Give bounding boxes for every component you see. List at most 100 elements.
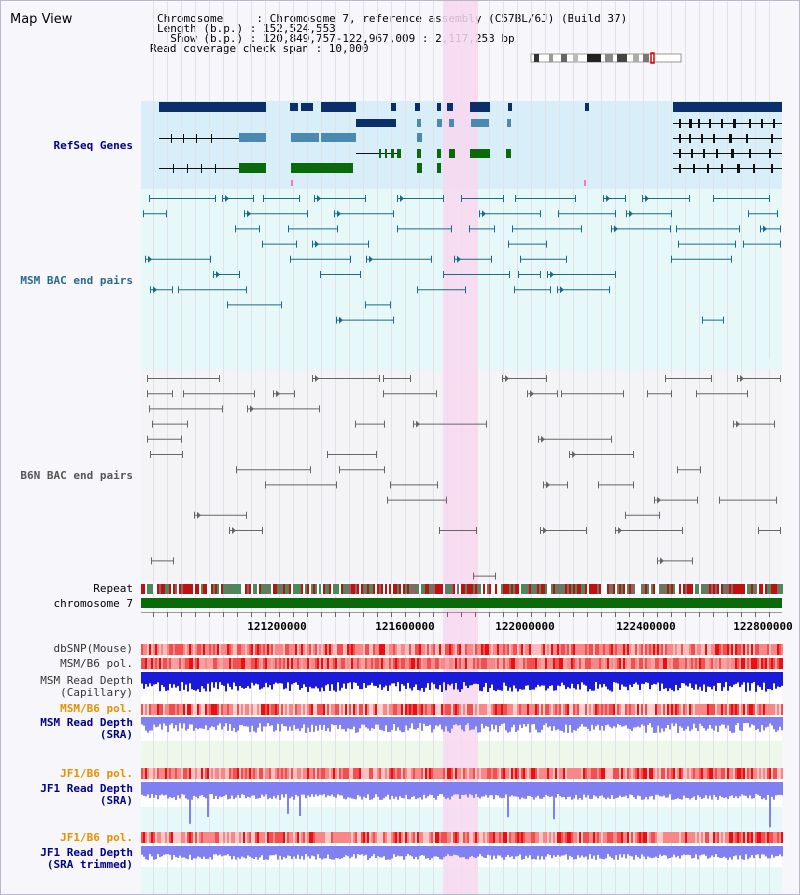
msm-b6-pol-heat-cell bbox=[591, 658, 593, 669]
jf1-sra-depth-bar bbox=[439, 782, 441, 795]
jf1-b6-pol2-heat-cell bbox=[631, 832, 633, 843]
msm-b6-pol2-heat-cell bbox=[627, 704, 629, 715]
jf1-trim-depth-bar bbox=[587, 846, 589, 860]
dbsnp-heat-cell bbox=[445, 644, 447, 655]
repeat-mark bbox=[585, 584, 587, 594]
jf1-trim-depth-bar bbox=[771, 846, 773, 855]
msm-sra-depth-bar bbox=[263, 717, 265, 727]
repeat-mark bbox=[363, 584, 365, 594]
msm-b6-pol-heat-cell bbox=[689, 658, 691, 669]
msm-b6-pol2-heat-cell bbox=[741, 704, 743, 715]
msm-b6-pol2-heat-cell bbox=[761, 704, 763, 715]
dbsnp-heat-cell bbox=[493, 644, 495, 655]
msm-b6-pol2-heat-cell bbox=[237, 704, 239, 715]
msm-b6-pol2-heat-cell bbox=[647, 704, 649, 715]
dbsnp-heat-cell bbox=[541, 644, 543, 655]
msm-sra-depth-bar bbox=[243, 717, 245, 727]
msm-b6-pol-heat-cell bbox=[439, 658, 441, 669]
repeat-mark bbox=[167, 584, 169, 594]
jf1-b6-pol2-heat-cell bbox=[311, 832, 313, 843]
jf1-trim-depth-bar bbox=[435, 846, 437, 857]
jf1-trim-depth-bar bbox=[667, 846, 669, 859]
jf1-trim-depth-bar bbox=[423, 846, 425, 856]
jf1-b6-pol-heat-cell bbox=[515, 768, 517, 779]
msm-b6-pol-heat-cell bbox=[645, 658, 647, 669]
msm-capillary-depth-bar bbox=[451, 672, 453, 684]
jf1-b6-pol2-heat-cell bbox=[741, 832, 743, 843]
msm-capillary-depth-bar bbox=[155, 672, 157, 685]
refseq-gene-exon bbox=[769, 149, 771, 158]
msm-b6-pol2-heat-cell bbox=[709, 704, 711, 715]
repeat-mark bbox=[471, 584, 473, 594]
jf1-sra-depth-bar bbox=[159, 782, 161, 796]
jf1-b6-pol-heat-cell bbox=[367, 768, 369, 779]
refseq-gene-exon bbox=[691, 149, 693, 158]
dbsnp-heat-cell bbox=[443, 644, 445, 655]
jf1-trim-depth-bar bbox=[643, 846, 645, 857]
repeat-mark bbox=[245, 584, 247, 594]
dbsnp-heat-cell bbox=[537, 644, 539, 655]
msm-b6-pol-heat-cell bbox=[503, 658, 505, 669]
refseq-gene-exon bbox=[721, 164, 723, 173]
jf1-sra-depth-bar bbox=[697, 782, 699, 796]
dbsnp-heat-cell bbox=[225, 644, 227, 655]
msm-b6-pol-heat-cell bbox=[581, 658, 583, 669]
jf1-sra-depth-bar bbox=[181, 782, 183, 795]
msm-sra-depth-bar bbox=[667, 717, 669, 726]
jf1-sra-depth-bar bbox=[183, 782, 185, 795]
msm-b6-pol2-heat-cell bbox=[625, 704, 627, 715]
repeat-mark bbox=[631, 584, 633, 594]
jf1-b6-pol2-heat-cell bbox=[643, 832, 645, 843]
jf1-b6-pol-heat-cell bbox=[401, 768, 403, 779]
msm-b6-pol2-heat-cell bbox=[259, 704, 261, 715]
jf1-b6-pol2-heat-cell bbox=[443, 832, 445, 843]
jf1-b6-pol2-heat-cell bbox=[167, 832, 169, 843]
msm-sra-depth-bar bbox=[365, 717, 367, 728]
jf1-trim-depth-bar bbox=[385, 846, 387, 860]
msm-sra-depth-bar bbox=[579, 717, 581, 727]
jf1-sra-depth-bar bbox=[255, 782, 257, 799]
jf1-trim-depth-bar bbox=[723, 846, 725, 857]
jf1-sra-depth-bar bbox=[661, 782, 663, 797]
refseq-gene-exon bbox=[447, 103, 453, 111]
msm-sra-depth-bar bbox=[697, 717, 699, 732]
repeat-mark bbox=[171, 584, 173, 594]
jf1-b6-pol-heat-cell bbox=[407, 768, 409, 779]
dbsnp-heat-cell bbox=[587, 644, 589, 655]
dbsnp-heat-cell bbox=[753, 644, 755, 655]
msm-b6-pol2-heat-cell bbox=[497, 704, 499, 715]
jf1-trim-depth-bar bbox=[225, 846, 227, 856]
msm-b6-pol-heat-cell bbox=[155, 658, 157, 669]
msm-sra-depth-bar bbox=[653, 717, 655, 733]
msm-capillary-depth-bar bbox=[239, 672, 241, 686]
jf1-sra-depth-bar bbox=[163, 782, 165, 796]
refseq-gene-exon bbox=[721, 119, 723, 128]
jf1-b6-pol-heat-cell bbox=[735, 768, 737, 779]
jf1-b6-pol2-heat-cell bbox=[699, 832, 701, 843]
msm-b6-pol-heat-cell bbox=[615, 658, 617, 669]
msm-b6-pol-heat-cell bbox=[213, 658, 215, 669]
msm-b6-pol-heat-cell bbox=[141, 658, 143, 669]
jf1-sra-depth-bar bbox=[719, 782, 721, 796]
repeat-mark bbox=[701, 584, 703, 594]
repeat-mark bbox=[745, 584, 747, 594]
dbsnp-heat-cell bbox=[723, 644, 725, 655]
jf1-b6-pol-heat-cell bbox=[437, 768, 439, 779]
jf1-b6-pol2-heat-cell bbox=[317, 832, 319, 843]
msm-capillary-depth-bar bbox=[331, 672, 333, 685]
msm-b6-pol-heat-cell bbox=[181, 658, 183, 669]
jf1-b6-pol2-heat-cell bbox=[379, 832, 381, 843]
msm-capillary-depth-bar bbox=[213, 672, 215, 688]
msm-bac-pair-arrow bbox=[339, 316, 343, 324]
jf1-b6-pol-heat-cell bbox=[249, 768, 251, 779]
msm-capillary-depth-bar bbox=[375, 672, 377, 686]
repeat-mark bbox=[637, 584, 639, 594]
dbsnp-heat-cell bbox=[373, 644, 375, 655]
jf1-b6-pol2-heat-cell bbox=[335, 832, 337, 843]
chromosome-bar bbox=[141, 598, 782, 608]
jf1-sra-depth-bar bbox=[267, 782, 269, 800]
msm-b6-pol2-heat-cell bbox=[773, 704, 775, 715]
jf1-trim-depth-bar bbox=[743, 846, 745, 860]
msm-capillary-depth-bar bbox=[293, 672, 295, 684]
